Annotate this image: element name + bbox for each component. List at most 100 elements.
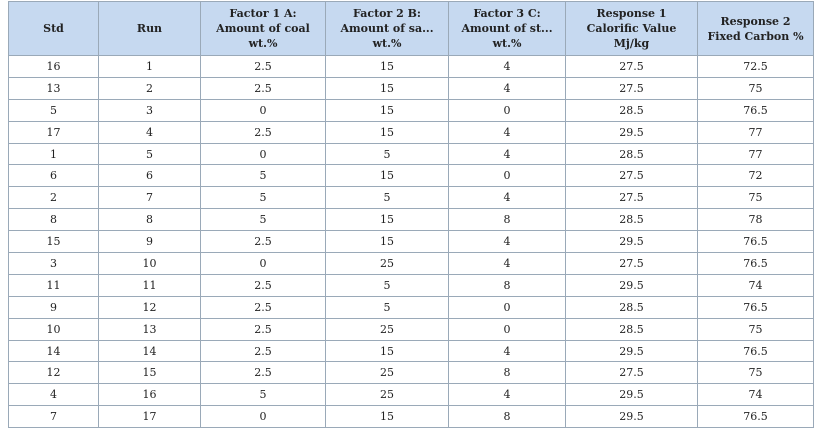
header-cell: Response 1 Calorific Value Mj/kg bbox=[565, 1, 698, 56]
table-cell: 77 bbox=[697, 142, 814, 166]
table-cell: 5 bbox=[325, 295, 449, 319]
table-cell: 72 bbox=[697, 164, 814, 188]
table-cell: 5 bbox=[325, 142, 449, 166]
header-cell: Factor 3 C: Amount of st... wt.% bbox=[448, 1, 566, 56]
table-cell: 10 bbox=[8, 317, 99, 341]
table-row: 5 3 0 15 0 28.5 76.5 bbox=[8, 98, 814, 122]
table-cell: 8 bbox=[448, 361, 566, 385]
data-table: Std Run Factor 1 A: Amount of coal wt.% Fac… bbox=[8, 1, 814, 429]
table-cell: 0 bbox=[448, 317, 566, 341]
table-row: 6 6 5 15 0 27.5 72 bbox=[8, 164, 814, 188]
table-cell: 13 bbox=[8, 76, 99, 100]
table-cell: 2.5 bbox=[200, 317, 326, 341]
table-cell: 13 bbox=[98, 317, 201, 341]
table-cell: 4 bbox=[8, 383, 99, 407]
table-cell: 75 bbox=[697, 361, 814, 385]
table-cell: 4 bbox=[448, 186, 566, 210]
table-cell: 5 bbox=[200, 164, 326, 188]
table-cell: 25 bbox=[325, 361, 449, 385]
table-cell: 17 bbox=[8, 120, 99, 144]
table-row: 16 1 2.5 15 4 27.5 72.5 bbox=[8, 55, 814, 78]
table-cell: 76.5 bbox=[697, 405, 814, 429]
table-cell: 2.5 bbox=[200, 230, 326, 254]
table-cell: 4 bbox=[448, 230, 566, 254]
table-row: 7 17 0 15 8 29.5 76.5 bbox=[8, 405, 814, 429]
table-cell: 27.5 bbox=[565, 55, 698, 78]
table-row: 10 13 2.5 25 0 28.5 75 bbox=[8, 317, 814, 341]
table-cell: 15 bbox=[325, 208, 449, 232]
table-cell: 8 bbox=[448, 208, 566, 232]
table-cell: 15 bbox=[325, 55, 449, 78]
table-cell: 4 bbox=[448, 76, 566, 100]
table-cell: 75 bbox=[697, 317, 814, 341]
table-cell: 3 bbox=[8, 252, 99, 275]
table-cell: 15 bbox=[325, 164, 449, 188]
table-cell: 4 bbox=[448, 252, 566, 275]
table-row: 8 8 5 15 8 28.5 78 bbox=[8, 208, 814, 232]
table-cell: 76.5 bbox=[697, 252, 814, 275]
table-cell: 11 bbox=[98, 273, 201, 297]
table-cell: 0 bbox=[200, 142, 326, 166]
table-cell: 0 bbox=[448, 98, 566, 122]
table-cell: 7 bbox=[8, 405, 99, 429]
table-cell: 76.5 bbox=[697, 339, 814, 363]
table-cell: 4 bbox=[448, 120, 566, 144]
header-cell: Run bbox=[98, 1, 201, 56]
table-cell: 29.5 bbox=[565, 405, 698, 429]
table-cell: 27.5 bbox=[565, 186, 698, 210]
table-cell: 29.5 bbox=[565, 383, 698, 407]
table-cell: 12 bbox=[8, 361, 99, 385]
table-cell: 27.5 bbox=[565, 164, 698, 188]
table-row: 15 9 2.5 15 4 29.5 76.5 bbox=[8, 230, 814, 254]
table-cell: 75 bbox=[697, 186, 814, 210]
table-cell: 28.5 bbox=[565, 208, 698, 232]
table-cell: 16 bbox=[98, 383, 201, 407]
table-cell: 3 bbox=[98, 98, 201, 122]
table-cell: 6 bbox=[98, 164, 201, 188]
table-cell: 27.5 bbox=[565, 361, 698, 385]
table-cell: 2.5 bbox=[200, 361, 326, 385]
table-cell: 1 bbox=[8, 142, 99, 166]
table-cell: 15 bbox=[98, 361, 201, 385]
table-cell: 6 bbox=[8, 164, 99, 188]
table-cell: 78 bbox=[697, 208, 814, 232]
table-cell: 14 bbox=[98, 339, 201, 363]
table-cell: 5 bbox=[325, 273, 449, 297]
table-cell: 25 bbox=[325, 383, 449, 407]
table-cell: 27.5 bbox=[565, 252, 698, 275]
table-cell: 25 bbox=[325, 252, 449, 275]
table-cell: 72.5 bbox=[697, 55, 814, 78]
table-body: 16 1 2.5 15 4 27.5 72.5 13 2 2.5 15 4 27.5 75 5 3 0 15 0 28… bbox=[8, 55, 814, 429]
table-cell: 0 bbox=[200, 98, 326, 122]
table-cell: 15 bbox=[325, 405, 449, 429]
table-cell: 29.5 bbox=[565, 273, 698, 297]
header-cell: Std bbox=[8, 1, 99, 56]
table-cell: 8 bbox=[98, 208, 201, 232]
table-cell: 11 bbox=[8, 273, 99, 297]
header-cell: Response 2 Fixed Carbon % bbox=[697, 1, 814, 56]
table-row: 12 15 2.5 25 8 27.5 75 bbox=[8, 361, 814, 385]
table-row: 13 2 2.5 15 4 27.5 75 bbox=[8, 76, 814, 100]
table-cell: 9 bbox=[8, 295, 99, 319]
table-cell: 5 bbox=[200, 186, 326, 210]
table-cell: 15 bbox=[325, 339, 449, 363]
table-cell: 12 bbox=[98, 295, 201, 319]
table-cell: 14 bbox=[8, 339, 99, 363]
table-cell: 2.5 bbox=[200, 295, 326, 319]
table-row: 17 4 2.5 15 4 29.5 77 bbox=[8, 120, 814, 144]
table-cell: 5 bbox=[200, 208, 326, 232]
table-cell: 29.5 bbox=[565, 230, 698, 254]
table-cell: 15 bbox=[325, 76, 449, 100]
table-cell: 10 bbox=[98, 252, 201, 275]
table-cell: 28.5 bbox=[565, 142, 698, 166]
table-cell: 77 bbox=[697, 120, 814, 144]
table-row: 4 16 5 25 4 29.5 74 bbox=[8, 383, 814, 407]
table-row: 2 7 5 5 4 27.5 75 bbox=[8, 186, 814, 210]
table-cell: 27.5 bbox=[565, 76, 698, 100]
table-cell: 5 bbox=[8, 98, 99, 122]
table-cell: 5 bbox=[98, 142, 201, 166]
table-row: 3 10 0 25 4 27.5 76.5 bbox=[8, 252, 814, 275]
table-cell: 76.5 bbox=[697, 98, 814, 122]
table-cell: 15 bbox=[8, 230, 99, 254]
